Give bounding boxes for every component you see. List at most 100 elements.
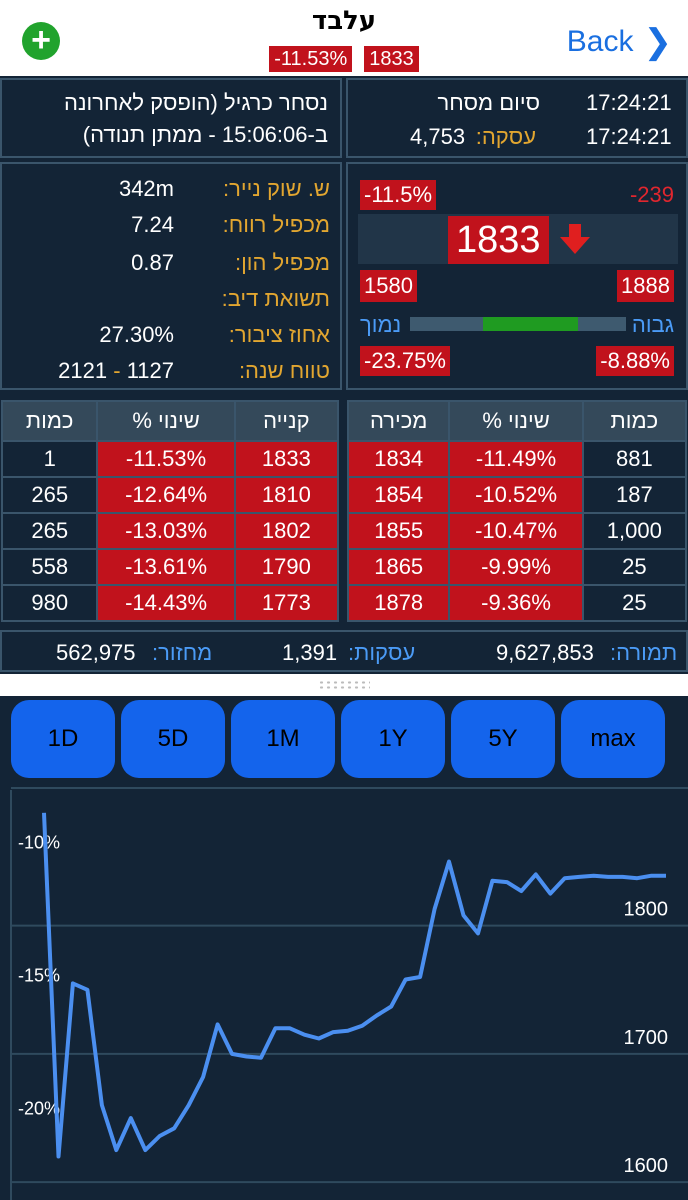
market-cap-value: 342m <box>118 176 174 201</box>
sell-price: 1878 <box>346 584 451 622</box>
buy-row[interactable]: 265 -13.03% 1802 <box>0 512 340 550</box>
range-button-5d[interactable]: 5D <box>121 700 225 778</box>
sell-pct: -10.47% <box>448 512 584 550</box>
range-button-max[interactable]: max <box>561 700 665 778</box>
sell-pct: -11.49% <box>448 440 584 478</box>
sell-pct: -10.52% <box>448 476 584 514</box>
sell-row[interactable]: 1865 -9.99% 25 <box>346 548 688 586</box>
range-button-1d[interactable]: 1D <box>11 700 115 778</box>
chevron-right-icon: ❯ <box>643 23 673 61</box>
header-change-badge: -11.53% <box>269 46 353 72</box>
sell-row[interactable]: 1878 -9.36% 25 <box>346 584 688 622</box>
sell-pct-header: % שינוי <box>448 400 584 442</box>
sell-price: 1854 <box>346 476 451 514</box>
buy-qty: 980 <box>0 584 99 622</box>
turnover-label: מחזור: <box>152 640 213 665</box>
sell-price: 1865 <box>346 548 451 586</box>
buy-pct: -11.53% <box>96 440 236 478</box>
day-low-value: 1580 <box>360 270 417 302</box>
chart-series-line <box>42 812 666 1159</box>
sell-price: 1855 <box>346 512 451 550</box>
low-pct: -23.75% <box>360 346 450 376</box>
market-cap-label: ש. שוק נייר: <box>222 176 330 201</box>
quote-change-pct: -11.5% <box>360 180 437 210</box>
trade-status-panel: נסחר כרגיל (הופסק לאחרונה ב-15:06:06 - מ… <box>0 78 342 158</box>
session-panel: 17:24:21 סיום מסחר 17:24:21 עסקה: 4,753 <box>346 78 688 158</box>
year-range-low: 1127 <box>126 358 174 383</box>
deals-label: עסקות: <box>348 640 416 665</box>
buy-qty: 1 <box>0 440 99 478</box>
buy-row[interactable]: 265 -12.64% 1810 <box>0 476 340 514</box>
year-range-sep: - <box>113 358 121 383</box>
pe-value: 7.24 <box>131 212 174 237</box>
range-button-1m[interactable]: 1M <box>231 700 335 778</box>
quote-change-abs: -239 <box>629 182 674 207</box>
year-range-label: טווח שנה: <box>238 358 330 383</box>
sell-qty: 1,000 <box>581 512 688 550</box>
volume-label: תמורה: <box>610 640 678 665</box>
buy-row[interactable]: 980 -14.43% 1773 <box>0 584 340 622</box>
dividend-label: תשואת דיב: <box>221 286 330 311</box>
sell-pct: -9.99% <box>448 548 584 586</box>
year-range-value: 2121 - 1127 <box>58 358 174 384</box>
buy-row[interactable]: 558 -13.61% 1790 <box>0 548 340 586</box>
turnover-value: 562,975 <box>56 640 136 665</box>
buy-qty-header: כמות <box>0 400 99 442</box>
sell-order-book: מכירה % שינוי כמות 1834 -11.49% 881 1854 -10… <box>346 400 688 622</box>
sell-pct: -9.36% <box>448 584 584 622</box>
year-range-high: 2121 <box>58 358 108 383</box>
sell-qty: 187 <box>581 476 688 514</box>
plus-icon: + <box>31 21 51 59</box>
buy-qty: 558 <box>0 548 99 586</box>
session-label: סיום מסחר <box>437 90 540 115</box>
buy-price: 1802 <box>233 512 340 550</box>
right-axis-tick: 1600 <box>624 1155 669 1177</box>
header-badges: -11.53% 1833 <box>0 46 688 72</box>
buy-pct: -12.64% <box>96 476 236 514</box>
float-value: 27.30% <box>99 322 174 347</box>
drag-handle-icon[interactable] <box>318 680 370 690</box>
high-label: גבוה <box>631 312 674 337</box>
price-row: 1833 <box>358 214 678 264</box>
sell-qty: 25 <box>581 548 688 586</box>
current-price: 1833 <box>448 216 549 264</box>
buy-pct: -13.03% <box>96 512 236 550</box>
right-axis-tick: 1700 <box>624 1027 669 1049</box>
left-axis-tick: -20% <box>18 1098 60 1118</box>
sell-qty-header: כמות <box>581 400 688 442</box>
float-label: אחוז ציבור: <box>228 322 330 347</box>
sell-row[interactable]: 1854 -10.52% 187 <box>346 476 688 514</box>
pe-label: מכפיל רווח: <box>222 212 330 237</box>
buy-qty: 265 <box>0 476 99 514</box>
header-bar: + עלבד -11.53% 1833 Back ❯ <box>0 0 688 76</box>
buy-pct-header: % שינוי <box>96 400 236 442</box>
pb-value: 0.87 <box>131 250 174 275</box>
range-button-1y[interactable]: 1Y <box>341 700 445 778</box>
sell-row[interactable]: 1834 -11.49% 881 <box>346 440 688 478</box>
day-range-bar <box>410 317 626 331</box>
sell-price-header: מכירה <box>346 400 451 442</box>
sell-qty: 881 <box>581 440 688 478</box>
quote-panel: -11.5% -239 1833 1580 1888 נמוך גבוה -23… <box>346 162 688 390</box>
buy-order-book: כמות % שינוי קנייה 1 -11.53% 1833 265 -12.64… <box>0 400 340 622</box>
left-axis-tick: -15% <box>18 965 60 985</box>
deals-value: 1,391 <box>282 640 338 665</box>
page-title: עלבד <box>311 6 377 36</box>
low-label: נמוך <box>360 312 402 337</box>
left-axis-tick: -10% <box>18 833 60 853</box>
summary-bar: 562,975 מחזור: 1,391 עסקות: 9,627,853 תמ… <box>0 630 688 672</box>
halt-info-text: ב-15:06:06 - ממתן תנודה) <box>82 122 328 147</box>
sell-header-row: מכירה % שינוי כמות <box>346 400 688 442</box>
arrow-down-icon <box>560 224 590 254</box>
fundamentals-panel: ש. שוק נייר: 342m מכפיל רווח: 7.24 מכפיל… <box>0 162 342 390</box>
buy-pct: -13.61% <box>96 548 236 586</box>
sell-row[interactable]: 1855 -10.47% 1,000 <box>346 512 688 550</box>
header-price-badge: 1833 <box>364 46 419 72</box>
deal-label: עסקה: <box>475 124 536 149</box>
sell-qty: 25 <box>581 584 688 622</box>
add-to-watchlist-button[interactable]: + <box>22 22 60 60</box>
buy-qty: 265 <box>0 512 99 550</box>
buy-row[interactable]: 1 -11.53% 1833 <box>0 440 340 478</box>
back-button[interactable]: Back ❯ <box>567 22 672 62</box>
range-button-5y[interactable]: 5Y <box>451 700 555 778</box>
